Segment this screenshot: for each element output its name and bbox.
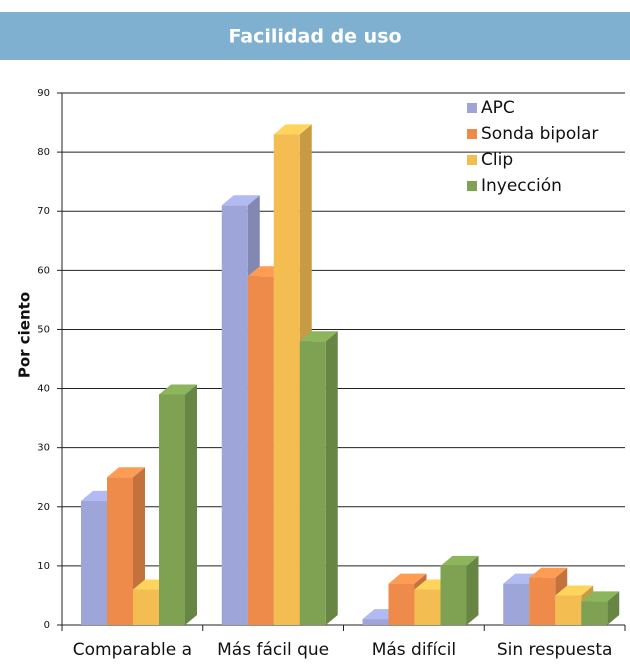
chart-title: Facilidad de uso	[228, 26, 401, 48]
bar-side	[466, 555, 479, 625]
bar	[440, 565, 467, 625]
x-tick-label: Más difícil	[372, 640, 456, 660]
bar	[581, 601, 608, 625]
bar-top	[388, 573, 427, 584]
legend-swatch	[467, 103, 477, 113]
bar-top	[440, 555, 479, 566]
bar	[388, 583, 415, 625]
y-axis-label: Por ciento	[16, 292, 34, 378]
bar	[503, 583, 530, 625]
bar-top	[159, 384, 197, 395]
y-tick-label: 0	[44, 620, 50, 631]
bar	[529, 577, 556, 625]
x-tick-label: Comparable a	[73, 640, 192, 660]
bar-top	[107, 467, 145, 478]
legend-label: Sonda bipolar	[481, 124, 598, 144]
bar-top	[221, 195, 260, 206]
x-tick-label: Más fácil que	[217, 640, 329, 660]
bar	[299, 341, 326, 625]
bar-top	[529, 567, 568, 578]
y-tick-label: 70	[37, 206, 50, 217]
bar	[273, 134, 300, 625]
bar-top	[555, 585, 594, 596]
legend-swatch	[467, 181, 477, 191]
bar	[159, 394, 185, 625]
legend-label: Inyección	[481, 176, 562, 196]
y-tick-label: 90	[37, 88, 50, 99]
bar	[247, 276, 274, 625]
y-tick-label: 40	[37, 384, 50, 395]
x-tick-label: Sin respuesta	[497, 640, 613, 660]
bar-top	[581, 591, 620, 602]
bar-top	[273, 124, 312, 135]
bar	[221, 205, 248, 626]
y-tick-label: 30	[37, 443, 50, 454]
bar	[362, 619, 389, 625]
y-tick-label: 60	[37, 265, 50, 276]
bar-side	[325, 331, 338, 625]
bar	[107, 477, 133, 625]
legend-label: APC	[481, 98, 515, 118]
y-tick-label: 50	[37, 324, 50, 335]
bar	[555, 595, 582, 625]
bar-side	[185, 384, 197, 625]
y-tick-label: 20	[37, 502, 50, 513]
title-band	[0, 12, 630, 60]
bar	[414, 589, 441, 625]
y-tick-label: 80	[37, 147, 50, 158]
bar	[133, 589, 159, 625]
y-tick-label: 10	[37, 561, 50, 572]
bar-top	[299, 331, 338, 342]
legend-swatch	[467, 129, 477, 139]
legend-label: Clip	[481, 150, 513, 170]
legend-swatch	[467, 155, 477, 165]
bar	[81, 500, 107, 625]
bar-side	[607, 591, 620, 625]
